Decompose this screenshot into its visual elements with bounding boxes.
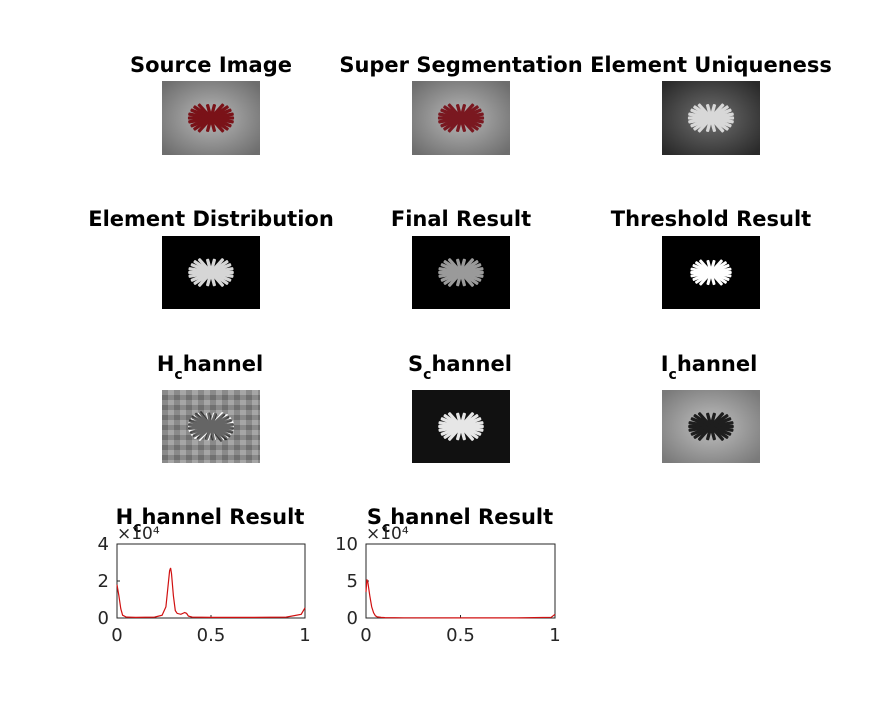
histogram-line xyxy=(116,567,306,619)
plot-frame xyxy=(365,543,556,619)
y-tick-label: 0 xyxy=(347,608,358,629)
x-tick-label: 0 xyxy=(111,625,122,646)
image-i-channel xyxy=(662,390,760,463)
x-tick-label: 1 xyxy=(549,625,560,646)
title-element-uniqueness: Element Uniqueness xyxy=(590,53,832,77)
y-tick-label: 0 xyxy=(98,608,109,629)
image-super-segmentation xyxy=(412,81,510,155)
image-final-result xyxy=(412,236,510,309)
x-tick-label: 0.5 xyxy=(446,625,475,646)
y-tick-label: 10 xyxy=(335,534,358,555)
image-s-channel xyxy=(412,390,510,463)
title-h-channel-result: Hchannel Result xyxy=(116,505,305,536)
title-s-channel-result: Schannel Result xyxy=(367,505,553,536)
image-element-distribution xyxy=(162,236,260,309)
x-tick-label: 0.5 xyxy=(197,625,226,646)
y-tick-label: 2 xyxy=(98,571,109,592)
image-source xyxy=(162,81,260,155)
y-exponent-label: ×10⁴ xyxy=(117,524,160,544)
title-source-image: Source Image xyxy=(130,53,292,77)
title-i-channel: Ichannel xyxy=(661,352,758,383)
y-tick-label: 5 xyxy=(347,571,358,592)
histogram-line xyxy=(365,579,556,619)
title-threshold-result: Threshold Result xyxy=(611,207,811,231)
image-threshold-result xyxy=(662,236,760,309)
image-h-channel xyxy=(162,390,260,463)
title-super-segmentation: Super Segmentation xyxy=(339,53,582,77)
title-s-channel: Schannel xyxy=(408,352,512,383)
y-tick-label: 4 xyxy=(98,534,109,555)
title-element-distribution: Element Distribution xyxy=(88,207,334,231)
h-channel-result-plot: Hchannel Result ×10⁴ 0 0.5 1 0 2 4 xyxy=(98,505,311,646)
x-tick-label: 1 xyxy=(299,625,310,646)
plot-frame xyxy=(116,543,306,619)
image-element-uniqueness xyxy=(662,81,760,155)
title-h-channel: Hchannel xyxy=(157,352,263,383)
title-final-result: Final Result xyxy=(391,207,531,231)
y-exponent-label: ×10⁴ xyxy=(366,524,409,544)
x-tick-label: 0 xyxy=(360,625,371,646)
